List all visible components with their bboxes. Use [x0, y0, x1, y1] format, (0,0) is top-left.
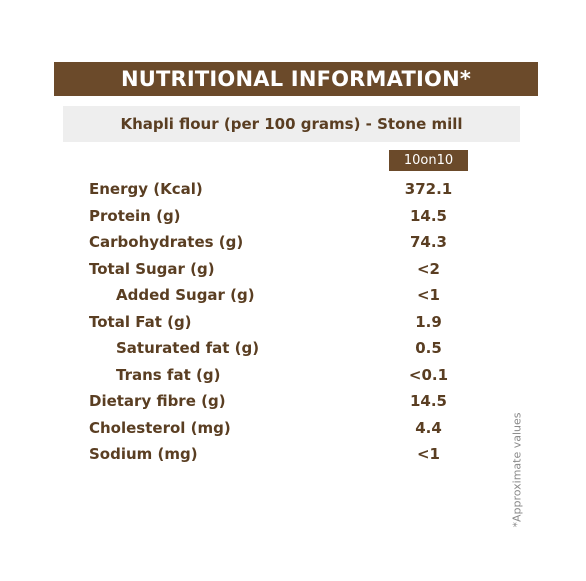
nutrition-row: Cholesterol (mg) 4.4 — [89, 415, 469, 442]
nutrition-row: Sodium (mg) <1 — [89, 441, 469, 468]
nutrient-value: <2 — [416, 259, 440, 278]
nutrition-row: Added Sugar (g) <1 — [89, 282, 469, 309]
nutrient-label: Sodium (mg) — [89, 445, 198, 464]
nutrient-value: 14.5 — [409, 206, 447, 225]
nutrient-label: Total Sugar (g) — [89, 259, 215, 278]
title-bar: NUTRITIONAL INFORMATION* — [54, 62, 538, 96]
nutrition-row: Saturated fat (g) 0.5 — [89, 335, 469, 362]
nutrient-label: Cholesterol (mg) — [89, 418, 231, 437]
nutrient-label: Trans fat (g) — [116, 365, 221, 384]
nutrient-value: <1 — [416, 445, 440, 464]
nutrient-label: Dietary fibre (g) — [89, 392, 226, 411]
brand-column-header: 10on10 — [389, 150, 468, 171]
nutrient-value: 372.1 — [404, 180, 453, 199]
product-subtitle: Khapli flour (per 100 grams) - Stone mil… — [120, 115, 463, 133]
nutrient-label: Added Sugar (g) — [116, 286, 255, 305]
brand-column-label: 10on10 — [403, 153, 454, 168]
nutrition-row: Energy (Kcal) 372.1 — [89, 176, 469, 203]
nutrient-label: Energy (Kcal) — [89, 180, 203, 199]
nutrient-label: Total Fat (g) — [89, 312, 192, 331]
nutrient-value: 14.5 — [409, 392, 447, 411]
nutrition-row: Trans fat (g) <0.1 — [89, 362, 469, 389]
nutrient-label: Protein (g) — [89, 206, 181, 225]
nutrition-row: Total Fat (g) 1.9 — [89, 309, 469, 336]
nutrient-value: 74.3 — [409, 233, 447, 252]
nutrient-label: Saturated fat (g) — [116, 339, 260, 358]
nutrient-label: Carbohydrates (g) — [89, 233, 244, 252]
nutrient-value: 4.4 — [415, 418, 442, 437]
page-title: NUTRITIONAL INFORMATION* — [120, 67, 472, 91]
subtitle-bar: Khapli flour (per 100 grams) - Stone mil… — [63, 106, 520, 142]
nutrient-value: <1 — [416, 286, 440, 305]
nutrition-row: Carbohydrates (g) 74.3 — [89, 229, 469, 256]
nutrient-value: <0.1 — [408, 365, 449, 384]
nutrient-value: 0.5 — [415, 339, 442, 358]
nutrition-row: Total Sugar (g) <2 — [89, 256, 469, 283]
nutrition-row: Dietary fibre (g) 14.5 — [89, 388, 469, 415]
nutrition-row: Protein (g) 14.5 — [89, 203, 469, 230]
nutrition-table: Energy (Kcal) 372.1 Protein (g) 14.5 Car… — [89, 176, 469, 468]
approximate-values-footnote: *Approximate values — [510, 412, 524, 528]
nutrient-value: 1.9 — [415, 312, 442, 331]
